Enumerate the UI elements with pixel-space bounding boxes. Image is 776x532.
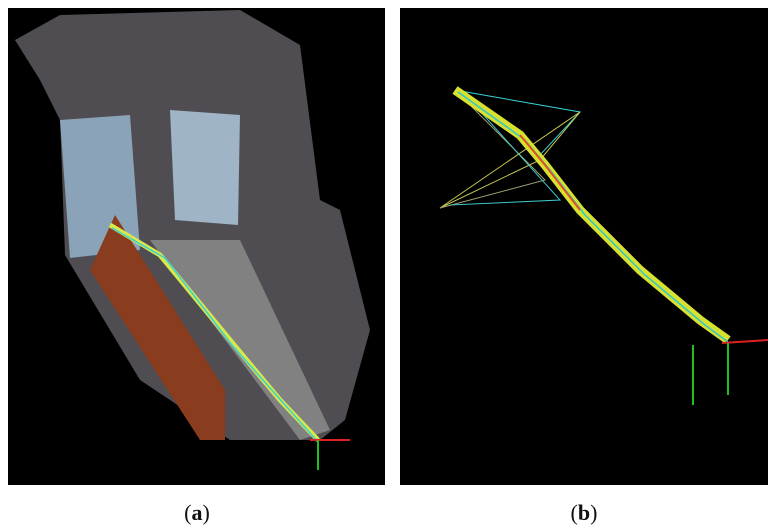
caption-close: ) — [590, 500, 597, 525]
caption-open: ( — [571, 500, 578, 525]
image-b — [400, 8, 768, 485]
figure: (a) (b) — [0, 0, 776, 532]
caption-a: (a) — [184, 500, 210, 525]
panel-a — [8, 8, 385, 485]
caption-b: (b) — [571, 500, 598, 525]
caption-letter: a — [192, 500, 203, 525]
wall-blue-2 — [170, 110, 240, 225]
caption-letter: b — [578, 500, 590, 525]
caption-close: ) — [203, 500, 210, 525]
panel-b — [400, 8, 768, 485]
caption-open: ( — [184, 500, 191, 525]
